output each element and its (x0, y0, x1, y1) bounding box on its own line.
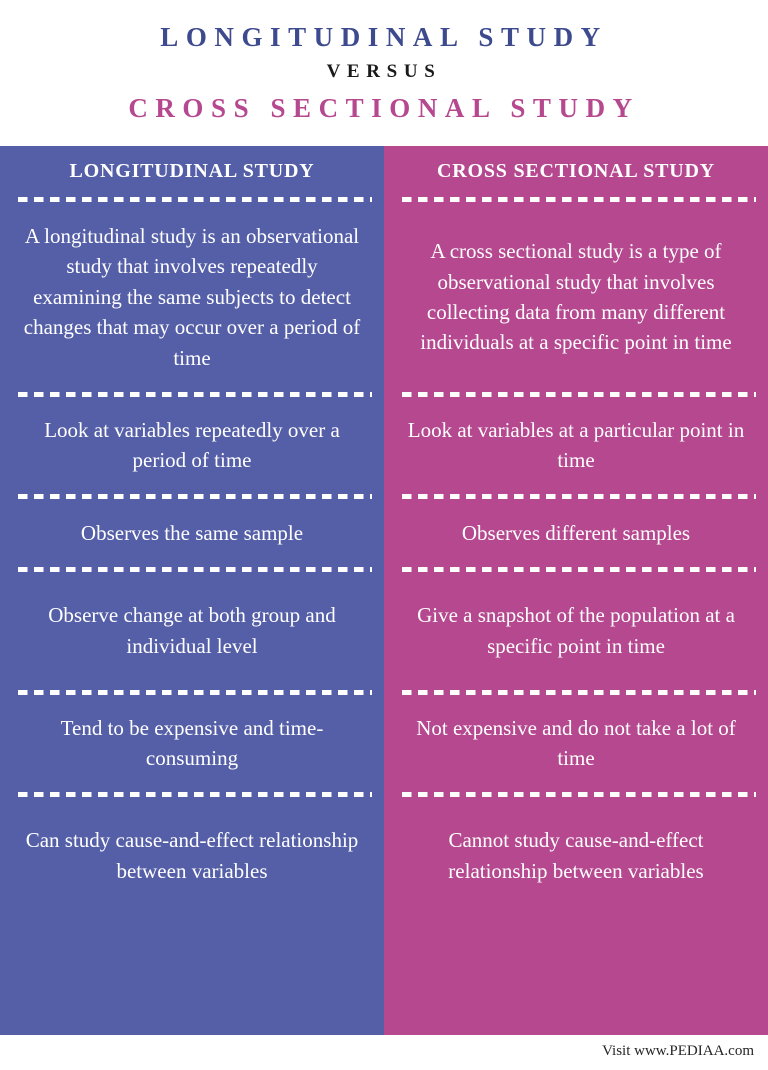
title-longitudinal: LONGITUDINAL STUDY (0, 22, 768, 53)
footer-credit: Visit www.PEDIAA.com (0, 1035, 768, 1070)
left-column: LONGITUDINAL STUDY A longitudinal study … (0, 146, 384, 1035)
right-column: CROSS SECTIONAL STUDY A cross sectional … (384, 146, 768, 1035)
comparison-cell: Look at variables at a particular point … (384, 397, 768, 494)
comparison-cell: Look at variables repeatedly over a peri… (0, 397, 384, 494)
title-cross-sectional: CROSS SECTIONAL STUDY (0, 93, 768, 124)
header: LONGITUDINAL STUDY VERSUS CROSS SECTIONA… (0, 0, 768, 146)
comparison-cell: Can study cause-and-effect relationship … (0, 797, 384, 915)
comparison-cell: Observes the same sample (0, 499, 384, 567)
comparison-cell: A longitudinal study is an observational… (0, 202, 384, 392)
comparison-cell: Tend to be expensive and time-consuming (0, 695, 384, 792)
comparison-cell: Not expensive and do not take a lot of t… (384, 695, 768, 792)
comparison-cell: Observes different samples (384, 499, 768, 567)
infographic-container: LONGITUDINAL STUDY VERSUS CROSS SECTIONA… (0, 0, 768, 1070)
title-versus: VERSUS (0, 61, 768, 83)
comparison-cell: Observe change at both group and individ… (0, 572, 384, 690)
comparison-cell: Give a snapshot of the population at a s… (384, 572, 768, 690)
comparison-cell: Cannot study cause-and-effect relationsh… (384, 797, 768, 915)
right-column-header: CROSS SECTIONAL STUDY (384, 146, 768, 197)
left-column-header: LONGITUDINAL STUDY (0, 146, 384, 197)
comparison-columns: LONGITUDINAL STUDY A longitudinal study … (0, 146, 768, 1035)
comparison-cell: A cross sectional study is a type of obs… (384, 202, 768, 392)
